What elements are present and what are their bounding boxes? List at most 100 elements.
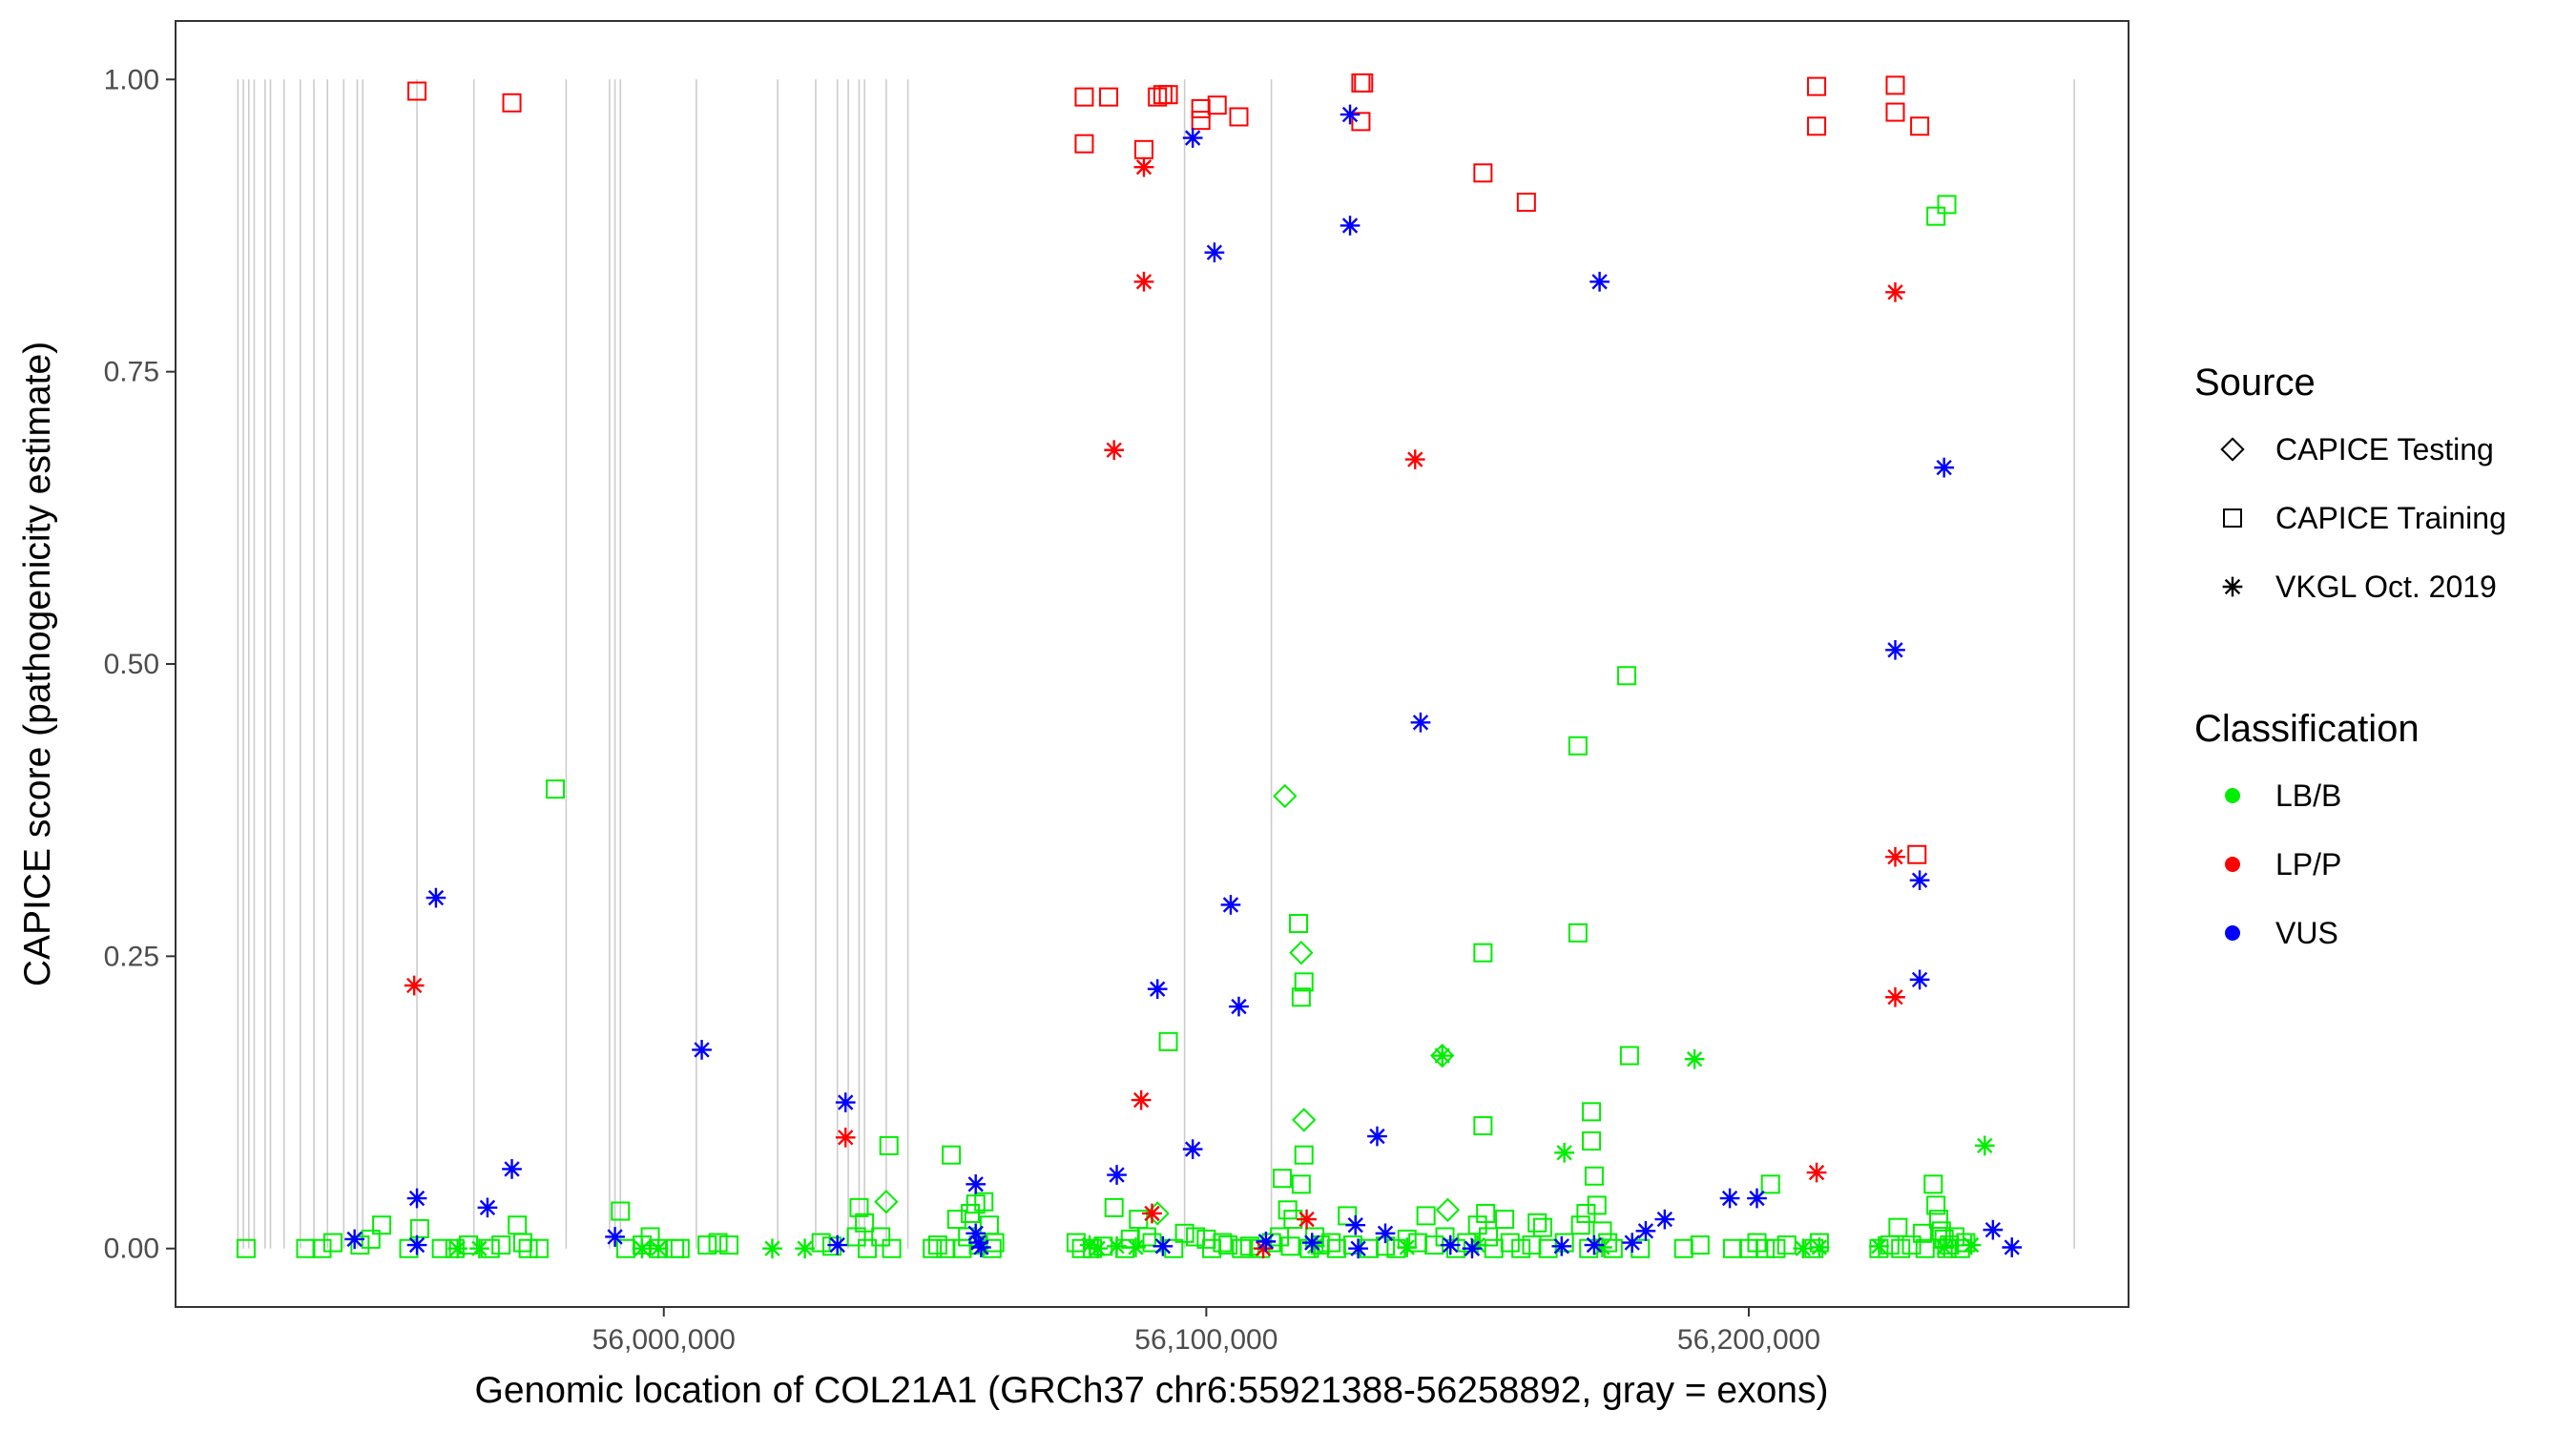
- data-point: [1554, 1233, 1574, 1253]
- data-point: [1690, 1235, 1710, 1255]
- data-point: [1937, 195, 1957, 215]
- data-point: [1213, 1233, 1233, 1253]
- data-point: [946, 1210, 966, 1230]
- data-point: [1158, 85, 1178, 105]
- data-point: [491, 1235, 511, 1255]
- data-point: [1133, 156, 1154, 177]
- data-point: [1592, 1237, 1612, 1257]
- data-point: [1926, 206, 1946, 226]
- data-points: [236, 73, 2023, 1259]
- x-axis: 56,000,000 56,100,000 56,200,000: [592, 1307, 1820, 1356]
- data-point: [1909, 870, 1930, 891]
- data-point: [1131, 1089, 1152, 1110]
- data-point: [855, 1213, 875, 1233]
- data-point: [1907, 844, 1927, 864]
- data-point: [1430, 1043, 1455, 1068]
- data-point: [968, 1233, 988, 1253]
- data-point: [1145, 1201, 1170, 1226]
- legend-key-asterisk: [2222, 576, 2243, 597]
- data-point: [1147, 979, 1168, 1000]
- data-point: [1747, 1188, 1767, 1209]
- data-point: [1551, 1235, 1572, 1256]
- data-point: [762, 1238, 782, 1259]
- data-point: [1974, 1135, 1995, 1156]
- data-point: [1440, 1234, 1461, 1255]
- data-point: [236, 1238, 256, 1258]
- y-tick-label: 0.25: [104, 941, 159, 972]
- data-point: [1153, 1235, 1174, 1256]
- data-point: [632, 1238, 653, 1259]
- data-point: [697, 1235, 717, 1255]
- data-point: [518, 1238, 538, 1258]
- y-axis-title: CAPICE score (pathogenicity estimate): [17, 342, 58, 986]
- data-point: [409, 1218, 429, 1238]
- data-point: [1435, 1197, 1461, 1222]
- data-point: [1432, 1046, 1453, 1066]
- data-point: [1568, 736, 1588, 756]
- data-point: [1229, 107, 1249, 127]
- y-tick-label: 0.75: [104, 357, 159, 388]
- y-tick-label: 0.00: [104, 1234, 159, 1265]
- data-point: [1885, 281, 1905, 302]
- data-point: [611, 1201, 631, 1221]
- data-point: [1961, 1234, 1982, 1255]
- data-point: [971, 1237, 991, 1257]
- data-point: [1587, 1195, 1607, 1215]
- data-point: [1351, 112, 1371, 132]
- data-point: [1136, 1227, 1156, 1247]
- data-point: [1479, 1227, 1499, 1247]
- data-point: [1340, 104, 1361, 125]
- data-point: [2002, 1237, 2023, 1257]
- data-point: [1476, 1203, 1496, 1223]
- data-point: [648, 1238, 669, 1259]
- data-point: [1495, 1210, 1515, 1230]
- data-point: [1104, 440, 1125, 461]
- x-tick-label: 56,200,000: [1677, 1324, 1820, 1356]
- data-point: [871, 1227, 891, 1247]
- data-point: [1983, 1219, 2004, 1240]
- data-point: [1294, 1145, 1314, 1165]
- data-point: [1158, 1031, 1178, 1051]
- data-point: [1654, 1209, 1675, 1230]
- data-point: [1885, 986, 1905, 1007]
- data-point: [1239, 1236, 1259, 1256]
- data-point: [1079, 1234, 1100, 1255]
- data-point: [1148, 87, 1168, 107]
- legend-source-items: CAPICE Testing CAPICE Training VKGL Oct. 2…: [2220, 432, 2506, 604]
- data-point: [1297, 1209, 1317, 1230]
- data-point: [1104, 1197, 1124, 1217]
- data-point: [1256, 1232, 1277, 1252]
- legend-label: VUS: [2275, 916, 2338, 950]
- data-point: [1340, 216, 1361, 236]
- data-point: [1182, 128, 1203, 148]
- data-point: [1088, 1238, 1108, 1259]
- data-point: [1074, 134, 1094, 154]
- data-point: [1292, 1108, 1317, 1132]
- data-point: [1354, 73, 1374, 93]
- data-point: [1912, 1223, 1932, 1243]
- data-point: [312, 1238, 332, 1258]
- legend-label: CAPICE Training: [2275, 501, 2506, 535]
- data-point: [1191, 111, 1211, 131]
- data-point: [1869, 1235, 1889, 1256]
- data-point: [477, 1197, 498, 1218]
- data-point: [966, 1223, 987, 1244]
- legend-label: LB/B: [2275, 778, 2341, 813]
- data-point: [529, 1238, 549, 1258]
- data-point: [879, 1135, 899, 1155]
- data-point: [1272, 1169, 1292, 1189]
- data-point: [1584, 1234, 1605, 1255]
- data-point: [1766, 1238, 1786, 1258]
- data-point: [1500, 1233, 1520, 1253]
- data-point: [1891, 1238, 1911, 1258]
- data-point: [1185, 1227, 1205, 1247]
- data-point: [1289, 941, 1314, 965]
- data-point: [1619, 1046, 1639, 1066]
- data-point: [1099, 87, 1119, 107]
- data-point: [874, 1190, 899, 1214]
- data-point: [1888, 1217, 1908, 1237]
- data-point: [502, 1159, 522, 1179]
- data-point: [1294, 972, 1314, 992]
- y-tick-label: 1.00: [104, 64, 159, 95]
